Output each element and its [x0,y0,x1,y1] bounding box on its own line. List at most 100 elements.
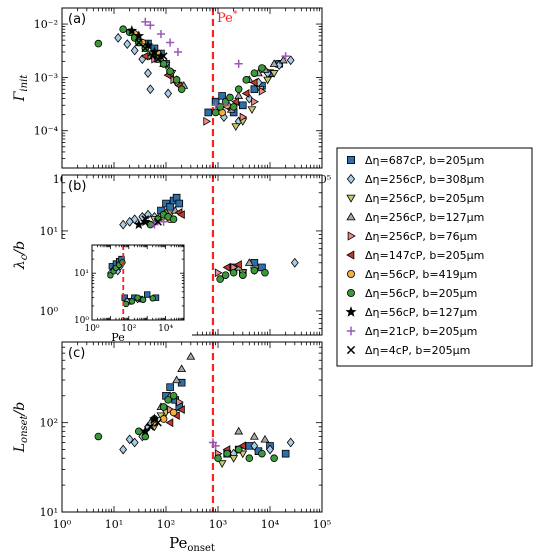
data-point [141,215,150,224]
data-point [141,17,150,26]
legend-label: Δη=687cP, b=205μm [365,154,484,167]
legend-marker [346,288,355,297]
data-point [214,268,223,278]
data-point [281,52,290,61]
data-point [177,210,185,220]
y-axis-label-tail: /b [12,402,28,418]
panel-label: (c) [68,346,85,361]
data-point [186,351,196,360]
legend-label: Δη=147cP, b=205μm [365,249,484,262]
data-point [244,258,254,266]
legend-marker [346,345,356,355]
y-axis-label-main: λ [12,260,28,270]
data-point [169,215,178,224]
legend-label: Δη=256cP, b=76μm [365,230,477,243]
inset: 10⁰ 10² 10⁴ 10⁰ 10¹ Pe [60,239,192,344]
inset-data-point [128,298,136,305]
data-point [211,101,220,110]
data-point [177,364,187,373]
ytick-label: 10⁻⁴ [34,125,59,138]
data-point [211,108,220,117]
data-point [144,209,152,220]
panel-label: (b) [68,179,86,194]
data-point [234,59,243,68]
legend-label: Δη=4cP, b=205μm [365,344,470,357]
xtick-label: 10⁵ [313,518,331,531]
legend-marker [346,194,356,203]
y-axis-label-sub: c [19,254,30,260]
data-point [123,39,132,50]
xtick-label: 10⁴ [261,518,280,531]
data-point [250,69,259,77]
pe-star-label: Pe* [217,10,238,26]
data-point [217,460,227,468]
data-point [154,217,162,226]
y-axis-label-sub: onset [19,414,30,443]
data-point [231,123,241,132]
legend-marker [346,250,355,260]
legend-marker [346,173,356,185]
data-point [140,216,151,227]
data-point [166,38,175,47]
ytick-label: 10⁻² [34,18,58,31]
inset-ytick-label: 10¹ [74,269,89,279]
panel-label: (a) [68,12,86,27]
data-point [263,76,273,85]
legend-marker [345,306,357,317]
data-point [141,44,150,53]
data-point [203,116,212,126]
xtick-label: 10³ [209,518,227,531]
data-point [166,203,174,211]
data-point [247,106,257,115]
pe-star-label-sup: * [233,10,238,20]
data-point [239,271,247,279]
data-point [258,86,267,96]
legend-label: Δη=21cP, b=205μm [365,325,477,338]
inset-x-label: Pe [111,331,124,344]
xtick-label: 10⁰ [53,518,72,531]
data-point [242,76,251,84]
data-point [251,97,259,107]
data-point [281,449,290,458]
xtick-label: 10¹ [105,518,123,531]
data-point [159,52,168,61]
data-point [221,101,230,110]
y-axis-label: λc/b [12,241,30,270]
ytick-label: 10¹ [40,225,58,238]
plot-frame [61,7,323,169]
data-point [133,219,145,230]
data-point [211,441,220,450]
data-point [266,444,274,455]
data-point [261,268,269,277]
data-point [177,405,185,415]
data-point [249,431,259,440]
inset-ytick-label: 10⁰ [74,316,89,326]
legend-entry: Δη=256cP, b=308μm [346,173,484,186]
data-point [229,268,238,277]
ytick-label: 10¹ [40,506,58,519]
legend-entry: Δη=56cP, b=205μm [346,287,477,300]
data-point [169,391,178,400]
legend-entry: Δη=4cP, b=205μm [346,344,470,357]
data-point [125,434,134,445]
data-point [154,55,162,64]
data-point [234,85,243,94]
y-axis-label-tail: /b [12,241,28,257]
data-point [173,47,183,57]
data-point [258,449,266,458]
inset-data-point [143,291,151,298]
data-point [144,68,152,79]
inset-data-point [107,272,114,279]
data-point [156,29,166,39]
legend-marker [346,212,356,221]
data-point [216,103,224,111]
panel-a: Pe*(a)10⁻⁴10⁻³10⁻²Γinit10⁰10¹10²10³10⁴10… [12,7,331,553]
data-point [114,33,123,43]
data-point [249,78,258,87]
plot-area [62,8,322,168]
inset-background [60,239,192,342]
legend-marker [346,269,355,278]
data-point [222,262,231,272]
